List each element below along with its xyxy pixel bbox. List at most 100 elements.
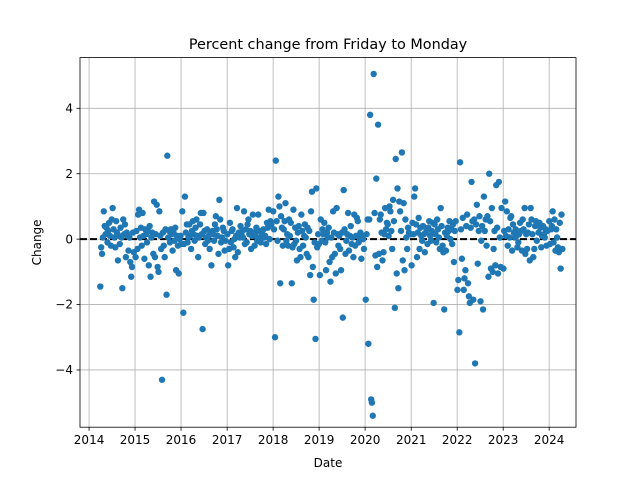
- data-point: [147, 273, 154, 280]
- y-axis-ticks: −4 −2 0 2 4: [55, 101, 80, 377]
- data-point: [521, 204, 528, 212]
- data-point: [451, 227, 458, 235]
- data-point: [326, 258, 333, 266]
- data-point: [412, 221, 420, 228]
- data-point: [475, 227, 482, 235]
- data-point: [206, 245, 213, 253]
- data-point: [522, 250, 529, 258]
- data-point: [292, 237, 300, 244]
- data-point: [538, 244, 545, 251]
- data-point: [332, 270, 339, 277]
- data-point: [480, 193, 488, 200]
- data-point: [282, 199, 289, 207]
- data-point: [465, 293, 473, 300]
- data-point: [255, 211, 262, 218]
- x-tick-label: 2019: [304, 433, 335, 447]
- plot-frame: [79, 57, 577, 428]
- data-point: [503, 208, 511, 215]
- data-point: [393, 270, 400, 277]
- data-point: [316, 271, 324, 279]
- data-point: [360, 245, 368, 253]
- data-point: [153, 201, 160, 208]
- data-point: [286, 232, 294, 240]
- data-point: [298, 211, 305, 218]
- data-point: [454, 286, 461, 294]
- data-point: [249, 211, 257, 218]
- data-point: [347, 222, 354, 230]
- data-point: [127, 273, 135, 280]
- data-point: [117, 224, 124, 231]
- data-point: [389, 196, 397, 204]
- data-point: [151, 253, 159, 261]
- data-point: [559, 245, 566, 253]
- data-point: [310, 296, 317, 303]
- data-point: [295, 222, 302, 230]
- data-point: [290, 206, 297, 213]
- data-point: [354, 217, 361, 225]
- data-point: [468, 178, 475, 186]
- data-point: [192, 224, 199, 231]
- data-point: [386, 203, 393, 210]
- data-point: [343, 237, 350, 244]
- data-point: [363, 231, 370, 238]
- data-point: [305, 253, 312, 261]
- data-point: [483, 242, 490, 249]
- data-point: [179, 208, 186, 215]
- data-point: [388, 227, 395, 235]
- y-axis-label: Change: [30, 219, 44, 265]
- data-point: [308, 188, 316, 195]
- data-point: [394, 185, 401, 192]
- data-point: [359, 235, 367, 243]
- data-point: [184, 239, 191, 246]
- data-point: [365, 340, 372, 347]
- data-point: [344, 209, 352, 217]
- data-point: [403, 245, 411, 253]
- data-point: [366, 111, 374, 119]
- data-point: [439, 242, 446, 249]
- data-point: [478, 237, 485, 244]
- data-point: [177, 232, 184, 240]
- data-point: [366, 216, 373, 223]
- data-point: [550, 239, 557, 246]
- data-point: [474, 260, 481, 267]
- data-point: [132, 253, 139, 261]
- data-point: [105, 227, 112, 235]
- data-point: [473, 201, 481, 208]
- data-point: [224, 262, 232, 269]
- data-point: [373, 175, 380, 182]
- y-tick-label: −4: [55, 363, 73, 377]
- data-point: [527, 204, 534, 212]
- data-point: [392, 155, 399, 163]
- data-point: [476, 213, 483, 220]
- data-point: [471, 216, 478, 223]
- data-point: [323, 229, 331, 236]
- data-point: [210, 237, 218, 244]
- data-point: [502, 198, 509, 205]
- data-point: [120, 216, 127, 223]
- data-point: [496, 234, 503, 241]
- data-point: [230, 244, 237, 251]
- data-point: [525, 221, 533, 228]
- data-point: [411, 185, 419, 192]
- x-tick-label: 2021: [396, 433, 427, 447]
- data-point: [339, 314, 346, 321]
- x-axis-ticks: 2014 2015 2016 2017 2018 2019 2020 2021 2022 2023…: [74, 427, 564, 447]
- data-point: [327, 278, 334, 285]
- data-point: [435, 234, 443, 241]
- data-point: [418, 237, 426, 244]
- data-point: [245, 216, 252, 223]
- data-point: [276, 280, 284, 287]
- data-point: [222, 237, 229, 244]
- data-point: [213, 226, 220, 233]
- data-point: [484, 213, 491, 220]
- data-point: [529, 231, 536, 238]
- data-point: [462, 267, 469, 274]
- data-point: [121, 221, 129, 228]
- data-point: [390, 217, 398, 225]
- data-point: [442, 247, 450, 254]
- data-point: [232, 253, 239, 261]
- data-point: [374, 263, 381, 271]
- data-point: [280, 226, 287, 233]
- data-point: [376, 216, 384, 223]
- data-point: [297, 253, 304, 261]
